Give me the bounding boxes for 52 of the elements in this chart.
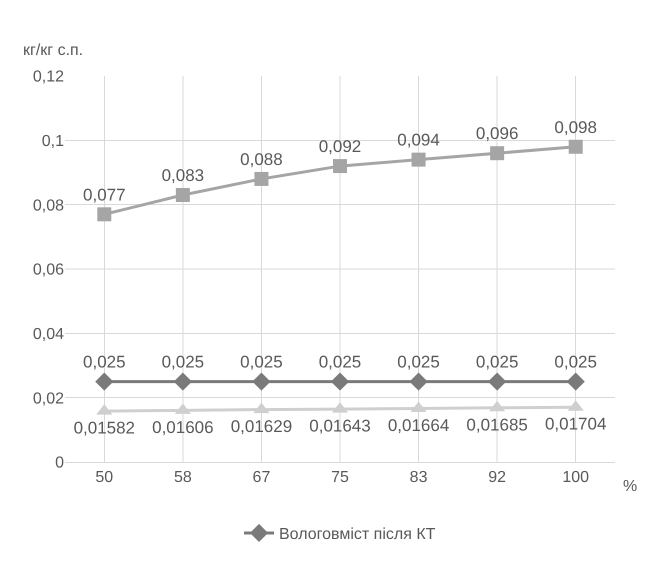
point [412, 152, 426, 167]
point [174, 372, 192, 391]
data-label: 0,025 [318, 352, 362, 372]
data-label: 0,083 [162, 166, 204, 186]
y-tick-label: 0,02 [32, 390, 64, 408]
data-label: 0,025 [162, 352, 204, 372]
data-label: 0,092 [318, 137, 362, 156]
data-label: 0,025 [83, 352, 126, 372]
point [568, 140, 583, 154]
data-label: 0,01704 [544, 414, 606, 434]
y-tick-label: 0,12 [32, 68, 64, 86]
point [333, 159, 347, 174]
x-tick-label: 50 [95, 469, 114, 486]
data-label: 0,01685 [466, 415, 528, 434]
x-axis-title: % [623, 478, 638, 495]
data-label: 0,01606 [152, 418, 214, 437]
data-label: 0,01664 [388, 416, 450, 435]
y-tick-label: 0 [55, 454, 64, 472]
x-tick-label: 83 [410, 469, 428, 486]
y-axis-title: кг/кг с.п. [23, 42, 84, 59]
data-label: 0,01629 [230, 417, 292, 436]
point [176, 188, 190, 202]
point [254, 172, 268, 186]
point [95, 372, 114, 391]
data-label: 0,01582 [74, 418, 136, 438]
point [330, 372, 350, 391]
data-label: 0,025 [476, 352, 518, 372]
x-tick-label: 100 [562, 469, 590, 486]
point [488, 372, 506, 391]
point [97, 207, 112, 222]
point [490, 146, 504, 160]
y-tick-label: 0,08 [32, 197, 64, 214]
data-label: 0,098 [554, 118, 597, 137]
y-tick-label: 0,1 [42, 132, 64, 150]
data-label: 0,094 [397, 130, 440, 150]
x-tick-label: 58 [174, 469, 192, 486]
x-tick-label: 92 [488, 469, 506, 486]
x-tick-label: 75 [331, 469, 349, 486]
data-label: 0,077 [83, 185, 126, 204]
y-tick-label: 0,06 [32, 262, 64, 279]
data-label: 0,01643 [309, 416, 371, 436]
point [566, 372, 585, 391]
y-tick-label: 0,04 [32, 326, 64, 343]
data-label: 0,025 [397, 352, 440, 372]
data-label: 0,025 [554, 352, 597, 372]
legend-label: Вологовміст після КТ [279, 526, 436, 544]
point [409, 372, 428, 391]
x-tick-label: 67 [252, 469, 270, 486]
data-label: 0,025 [240, 352, 283, 372]
point [252, 372, 271, 391]
data-label: 0,096 [476, 124, 518, 144]
data-label: 0,088 [240, 150, 283, 169]
